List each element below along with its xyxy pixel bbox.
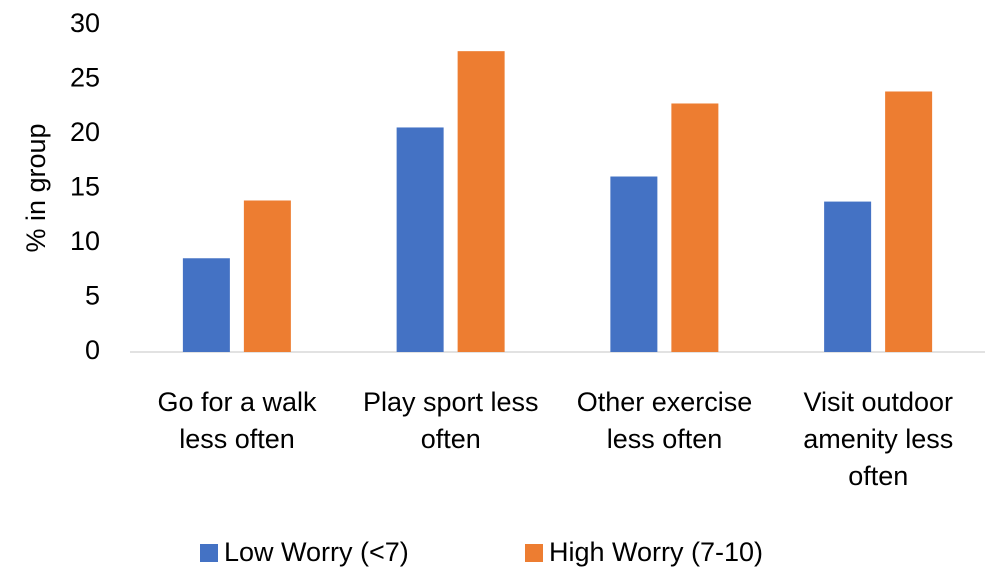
y-tick-label: 10 bbox=[70, 226, 100, 256]
bar bbox=[243, 200, 291, 352]
legend-swatch bbox=[525, 544, 543, 562]
x-tick-label: Go for a walk less often bbox=[157, 387, 317, 454]
legend-label: High Worry (7-10) bbox=[549, 537, 763, 567]
y-tick-label: 30 bbox=[70, 8, 100, 38]
x-tick-label: Visit outdoor amenity less often bbox=[803, 387, 954, 491]
y-axis-title: % in group bbox=[21, 123, 51, 252]
y-tick-label: 0 bbox=[85, 335, 100, 365]
bar bbox=[457, 51, 505, 352]
bar bbox=[885, 91, 933, 353]
bar bbox=[396, 127, 444, 353]
legend-swatch bbox=[200, 544, 218, 562]
y-tick-label: 25 bbox=[70, 63, 100, 93]
y-tick-label: 5 bbox=[85, 281, 100, 311]
y-tick-label: 15 bbox=[70, 172, 100, 202]
legend-label: Low Worry (<7) bbox=[224, 537, 409, 567]
bar bbox=[182, 258, 230, 352]
bar bbox=[610, 176, 658, 352]
bar bbox=[671, 103, 719, 352]
x-tick-label: Play sport less often bbox=[362, 387, 539, 454]
bar bbox=[824, 201, 872, 352]
x-tick-label: Other exercise less often bbox=[576, 387, 753, 454]
y-tick-label: 20 bbox=[70, 117, 100, 147]
